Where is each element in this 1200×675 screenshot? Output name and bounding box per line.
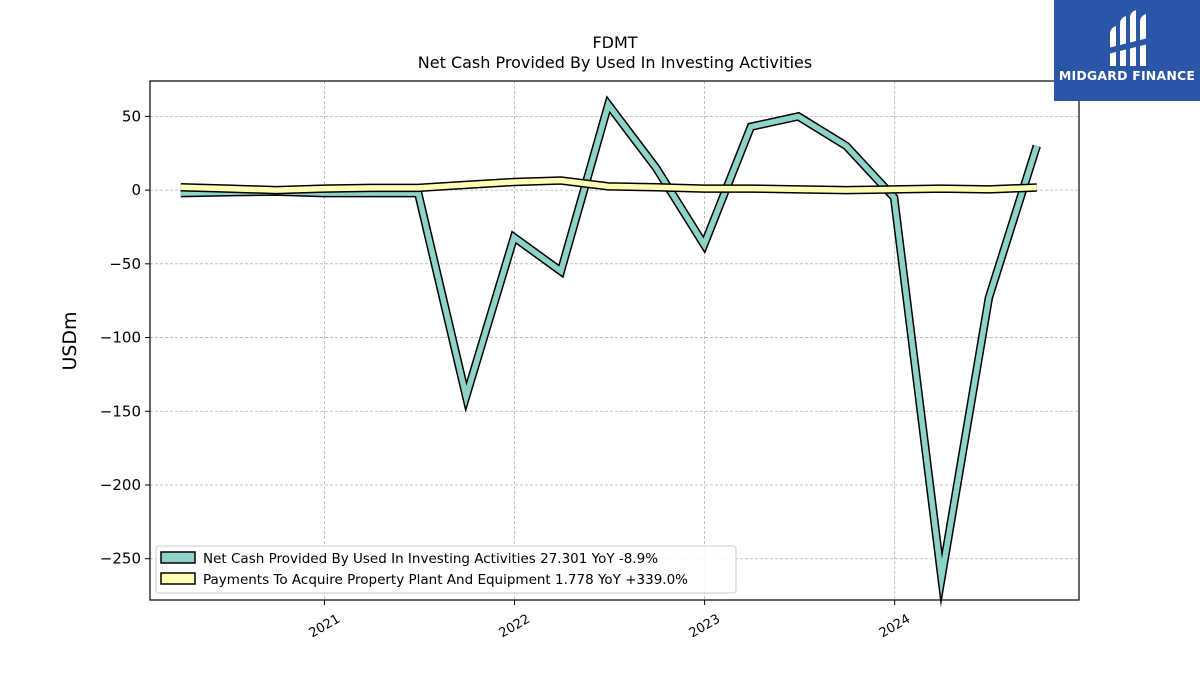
y-tick-label: −150 [100,402,141,420]
y-tick-label: −200 [100,476,141,494]
brand-logo: MIDGARD FINANCE [1054,0,1200,101]
series-layer [180,95,1041,608]
x-tick-label: 2023 [687,612,723,642]
x-tick-label: 2024 [877,612,913,642]
legend-label-capex: Payments To Acquire Property Plant And E… [203,572,688,588]
legend-swatch-capex [160,572,196,585]
series-outline-0 [180,95,1041,608]
y-axis-ticks: 50 0 −50 −100 −150 −200 −250 [100,107,150,568]
legend: Net Cash Provided By Used In Investing A… [155,545,737,594]
midgard-logo-icon [1108,10,1148,66]
grid-lines [150,81,1079,600]
plot-frame [149,80,1080,601]
legend-swatch-net-cash [160,551,196,564]
legend-box [155,545,737,594]
y-tick-label: 0 [131,181,141,199]
y-tick-label: −100 [100,329,141,347]
y-tick-label: −50 [109,255,141,273]
x-tick-label: 2021 [307,612,343,642]
chart-title: FDMT [592,33,637,52]
y-axis-label: USDm [59,311,81,370]
legend-label-net-cash: Net Cash Provided By Used In Investing A… [203,551,658,567]
brand-name: MIDGARD FINANCE [1058,68,1196,83]
y-tick-label: −250 [100,550,141,568]
x-axis-ticks: 2021 2022 2023 2024 [307,600,913,641]
y-tick-label: 50 [122,107,141,125]
x-tick-label: 2022 [497,612,533,642]
chart-subtitle: Net Cash Provided By Used In Investing A… [418,53,812,72]
